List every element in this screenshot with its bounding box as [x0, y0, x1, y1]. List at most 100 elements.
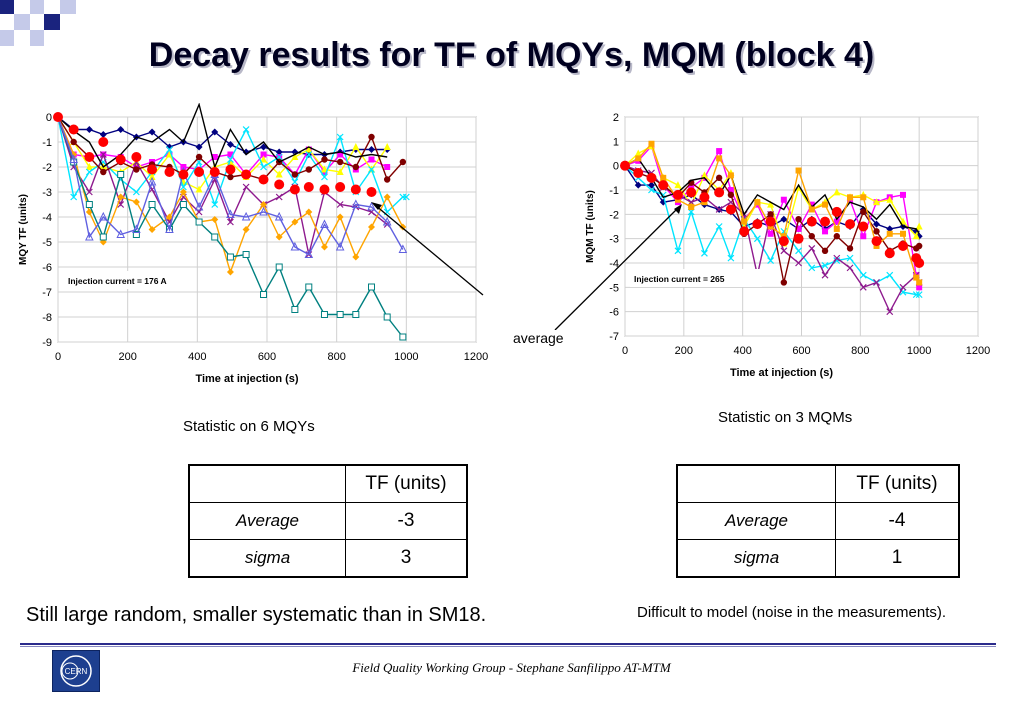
data-point — [886, 230, 893, 237]
y-tick-label: -6 — [42, 262, 52, 274]
data-point — [620, 160, 630, 171]
data-point — [831, 206, 842, 217]
data-point — [84, 152, 95, 162]
x-tick-label: 600 — [792, 345, 810, 357]
data-point — [795, 247, 802, 255]
y-axis-label: MQY TF (units) — [18, 194, 29, 265]
data-point — [886, 225, 894, 233]
data-point — [915, 232, 923, 240]
data-point — [899, 283, 907, 291]
y-tick-label: -7 — [42, 287, 52, 299]
data-point — [727, 254, 735, 262]
data-point — [660, 174, 667, 181]
data-point — [884, 248, 895, 259]
y-tick-label: -3 — [42, 187, 52, 199]
data-point — [716, 155, 723, 162]
data-point — [715, 174, 723, 182]
data-point — [383, 143, 391, 150]
data-point — [399, 158, 407, 166]
data-point — [321, 156, 328, 163]
data-point — [833, 254, 841, 262]
series-line — [57, 116, 388, 176]
data-point — [859, 271, 867, 279]
data-point — [242, 126, 250, 133]
data-point — [226, 209, 235, 218]
data-point — [658, 180, 669, 191]
data-point — [241, 211, 251, 221]
data-point — [739, 226, 750, 237]
data-point — [148, 226, 156, 233]
data-point — [211, 154, 218, 160]
data-point — [260, 291, 268, 298]
deco-square — [0, 0, 14, 14]
data-point — [753, 235, 761, 243]
row-label: sigma — [188, 539, 346, 578]
y-tick-label: -1 — [42, 137, 52, 149]
data-point — [672, 189, 683, 200]
data-point — [85, 126, 93, 133]
data-point — [688, 204, 695, 211]
data-point — [912, 291, 920, 299]
data-point — [209, 167, 220, 177]
data-point — [100, 168, 107, 176]
note-left: Still large random, smaller systematic t… — [26, 604, 487, 626]
data-point — [117, 126, 125, 133]
data-point — [179, 188, 187, 196]
data-point — [780, 196, 787, 203]
x-tick-label: 1200 — [464, 351, 488, 363]
data-point — [399, 333, 407, 341]
data-point — [85, 201, 93, 208]
data-point — [85, 163, 93, 170]
injection-annotation: Injection current = 176 A — [68, 276, 167, 286]
data-point — [275, 148, 283, 156]
note-right: Difficult to model (noise in the measure… — [637, 604, 947, 621]
data-point — [351, 199, 361, 208]
series-group — [620, 140, 925, 316]
series-line — [57, 116, 388, 255]
y-tick-label: 0 — [46, 112, 52, 124]
data-point — [132, 224, 141, 233]
data-point — [227, 156, 234, 163]
data-point — [99, 233, 107, 241]
data-point — [833, 233, 840, 240]
data-point — [242, 226, 250, 233]
data-point — [148, 201, 156, 208]
data-point — [336, 213, 344, 221]
data-point — [321, 173, 328, 181]
data-point — [320, 311, 328, 318]
data-point — [99, 151, 107, 158]
row-label: sigma — [676, 539, 836, 578]
x-tick-label: 0 — [55, 351, 61, 363]
y-tick-label: -3 — [609, 234, 619, 246]
y-tick-label: -8 — [42, 312, 52, 324]
data-point — [304, 249, 314, 258]
data-point — [211, 128, 219, 136]
data-point — [368, 133, 375, 141]
data-point — [859, 283, 867, 291]
data-point — [147, 164, 158, 175]
y-tick-label: -1 — [609, 185, 619, 197]
data-point — [795, 225, 802, 232]
data-point — [659, 198, 667, 206]
deco-square — [60, 0, 76, 14]
data-point — [179, 183, 187, 191]
data-point — [226, 141, 234, 148]
data-point — [916, 279, 923, 286]
data-point — [778, 236, 789, 247]
data-point — [860, 233, 867, 240]
data-point — [164, 167, 175, 177]
injection-annotation: Injection current = 265 — [634, 274, 725, 284]
data-point — [886, 308, 894, 316]
data-point — [194, 167, 205, 177]
data-point — [913, 274, 920, 281]
data-point — [165, 143, 173, 151]
data-point — [227, 218, 234, 226]
data-point — [383, 193, 391, 201]
mqy-chart-svg: 0-1-2-3-4-5-6-7-8-90 200 400 600 800 1000 1200… — [18, 102, 488, 385]
data-point — [305, 283, 313, 291]
table-row: Average -4 — [676, 502, 960, 540]
x-tick-label: 400 — [188, 351, 206, 363]
data-point — [131, 152, 142, 162]
data-point — [383, 176, 391, 183]
data-point — [727, 187, 734, 193]
